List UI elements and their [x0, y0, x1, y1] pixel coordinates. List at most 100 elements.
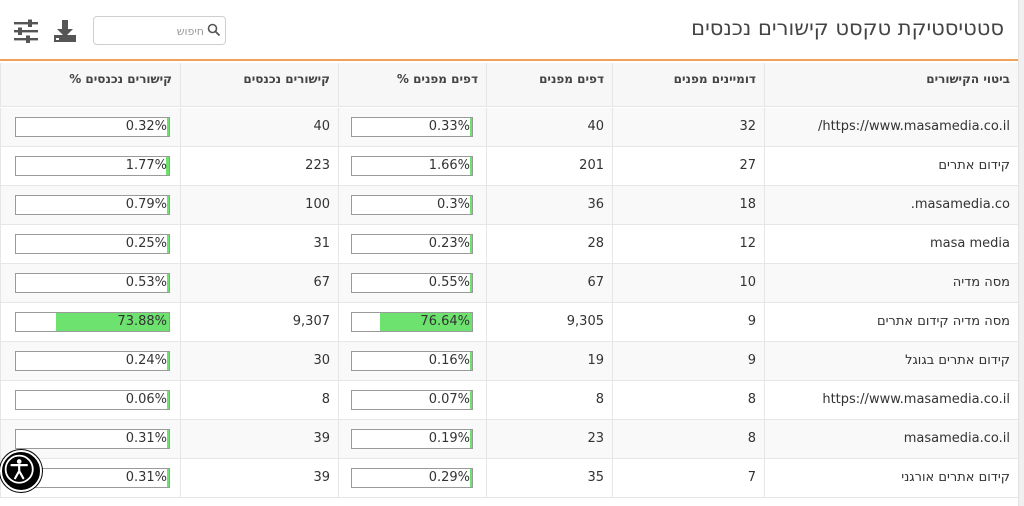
referring-pages-pct-cell: 0.55% [338, 264, 486, 302]
table-row: קידום אתרים 27 201 1.66% 223 1.77% [0, 147, 1018, 186]
inbound-links-cell: 100 [180, 186, 338, 224]
referring-pages-pct-bar: 0.23% [351, 234, 473, 254]
panel-header: סטטיסטיקת טקסט קישורים נכנסים [0, 0, 1018, 61]
referring-pages-pct-value: 0.19% [428, 431, 470, 446]
table-row: קידום אתרים בגוגל 9 19 0.16% 30 0.24% [0, 342, 1018, 381]
table-row: קידום אתרים אורגני 7 35 0.29% 39 0.31% [0, 459, 1018, 498]
referring-pages-pct-cell: 0.29% [338, 459, 486, 497]
inbound-links-pct-bar: 0.32% [15, 117, 170, 137]
search-box[interactable] [93, 16, 226, 45]
inbound-links-pct-bar: 0.25% [15, 234, 170, 254]
referring-pages-cell: 35 [486, 459, 612, 497]
inbound-links-pct-value: 0.24% [125, 353, 167, 368]
search-icon[interactable] [207, 23, 221, 37]
table-row: masamedia.co.il 8 23 0.19% 39 0.31% [0, 420, 1018, 459]
scrollbar-edge[interactable] [1018, 0, 1024, 506]
referring-domains-cell: 8 [612, 420, 764, 458]
referring-domains-cell: 18 [612, 186, 764, 224]
referring-pages-pct-bar: 0.3% [351, 195, 473, 215]
table-row: מסה מדיה 10 67 0.55% 67 0.53% [0, 264, 1018, 303]
inbound-links-cell: 67 [180, 264, 338, 302]
inbound-links-pct-bar: 0.24% [15, 351, 170, 371]
referring-pages-pct-bar-fill [470, 157, 472, 175]
inbound-links-cell: 223 [180, 147, 338, 185]
referring-pages-pct-bar-fill [470, 391, 472, 409]
referring-pages-pct-bar: 0.19% [351, 429, 473, 449]
inbound-links-pct-bar: 0.53% [15, 273, 170, 293]
referring-pages-pct-value: 0.33% [428, 119, 470, 134]
inbound-links-pct-value: 0.06% [125, 392, 167, 407]
download-icon[interactable] [52, 18, 78, 44]
referring-pages-pct-bar-fill [470, 274, 472, 292]
inbound-links-pct-bar: 0.31% [15, 468, 170, 488]
table-header: ביטוי הקישורים דומיינים מפנים דפים מפנים… [0, 63, 1018, 107]
inbound-links-pct-value: 0.25% [125, 236, 167, 251]
column-header-referring-domains[interactable]: דומיינים מפנים [612, 63, 764, 107]
referring-domains-cell: 10 [612, 264, 764, 302]
referring-pages-pct-bar-fill [470, 352, 472, 370]
inbound-links-pct-cell: 0.32% [0, 108, 180, 146]
column-header-inbound-links[interactable]: קישורים נכנסים [180, 63, 338, 107]
inbound-links-pct-value: 1.77% [125, 158, 167, 173]
anchor-text-cell: masa media [764, 225, 1018, 263]
table-row: https://www.masamedia.co.il 8 8 0.07% 8 0.06% [0, 381, 1018, 420]
referring-pages-pct-bar: 1.66% [351, 156, 473, 176]
referring-pages-cell: 201 [486, 147, 612, 185]
inbound-links-pct-bar-fill [166, 352, 169, 370]
column-header-anchor[interactable]: ביטוי הקישורים [764, 63, 1018, 107]
referring-pages-cell: 8 [486, 381, 612, 419]
column-header-referring-pages[interactable]: דפים מפנים [486, 63, 612, 107]
search-input[interactable] [100, 21, 204, 41]
referring-pages-pct-value: 0.23% [428, 236, 470, 251]
referring-domains-cell: 8 [612, 381, 764, 419]
referring-domains-cell: 7 [612, 459, 764, 497]
inbound-links-pct-bar-fill [166, 118, 169, 136]
anchor-text-cell: masamedia.co.il [764, 420, 1018, 458]
inbound-links-pct-value: 73.88% [117, 314, 167, 329]
referring-pages-cell: 28 [486, 225, 612, 263]
inbound-links-pct-cell: 0.31% [0, 420, 180, 458]
inbound-links-pct-bar-fill [166, 157, 169, 175]
inbound-links-pct-bar: 0.79% [15, 195, 170, 215]
referring-pages-cell: 40 [486, 108, 612, 146]
accessibility-button[interactable] [0, 450, 42, 492]
referring-pages-pct-cell: 76.64% [338, 303, 486, 341]
referring-pages-pct-bar: 0.33% [351, 117, 473, 137]
anchor-text-cell: קידום אתרים [764, 147, 1018, 185]
inbound-links-pct-cell: 0.24% [0, 342, 180, 380]
inbound-links-pct-bar: 1.77% [15, 156, 170, 176]
column-header-referring-pages-pct[interactable]: דפים מפנים % [338, 63, 486, 107]
inbound-links-pct-value: 0.32% [125, 119, 167, 134]
referring-domains-cell: 12 [612, 225, 764, 263]
anchor-text-cell: https://www.masamedia.co.il [764, 381, 1018, 419]
referring-pages-pct-bar-fill [470, 430, 472, 448]
referring-pages-cell: 19 [486, 342, 612, 380]
inbound-links-cell: 9,307 [180, 303, 338, 341]
inbound-links-cell: 8 [180, 381, 338, 419]
filter-sliders-icon[interactable] [13, 19, 39, 43]
referring-pages-pct-bar: 0.16% [351, 351, 473, 371]
inbound-links-pct-bar-fill [166, 391, 169, 409]
inbound-links-pct-cell: 0.25% [0, 225, 180, 263]
inbound-links-pct-value: 0.31% [125, 431, 167, 446]
column-header-inbound-links-pct[interactable]: קישורים נכנסים % [0, 63, 180, 107]
inbound-links-pct-cell: 0.53% [0, 264, 180, 302]
inbound-links-pct-bar: 0.06% [15, 390, 170, 410]
referring-domains-cell: 9 [612, 303, 764, 341]
anchor-text-cell: מסה מדיה [764, 264, 1018, 302]
referring-pages-pct-cell: 1.66% [338, 147, 486, 185]
referring-pages-pct-cell: 0.3% [338, 186, 486, 224]
inbound-links-pct-bar: 73.88% [15, 312, 170, 332]
referring-pages-pct-cell: 0.07% [338, 381, 486, 419]
anchor-text-cell: masamedia.co. [764, 186, 1018, 224]
referring-domains-cell: 32 [612, 108, 764, 146]
inbound-links-cell: 30 [180, 342, 338, 380]
referring-domains-cell: 27 [612, 147, 764, 185]
table-row: masa media 12 28 0.23% 31 0.25% [0, 225, 1018, 264]
referring-pages-pct-bar: 0.29% [351, 468, 473, 488]
inbound-links-cell: 31 [180, 225, 338, 263]
inbound-links-pct-bar-fill [166, 469, 169, 487]
referring-pages-pct-value: 1.66% [428, 158, 470, 173]
referring-pages-cell: 67 [486, 264, 612, 302]
accessibility-icon [4, 454, 34, 484]
